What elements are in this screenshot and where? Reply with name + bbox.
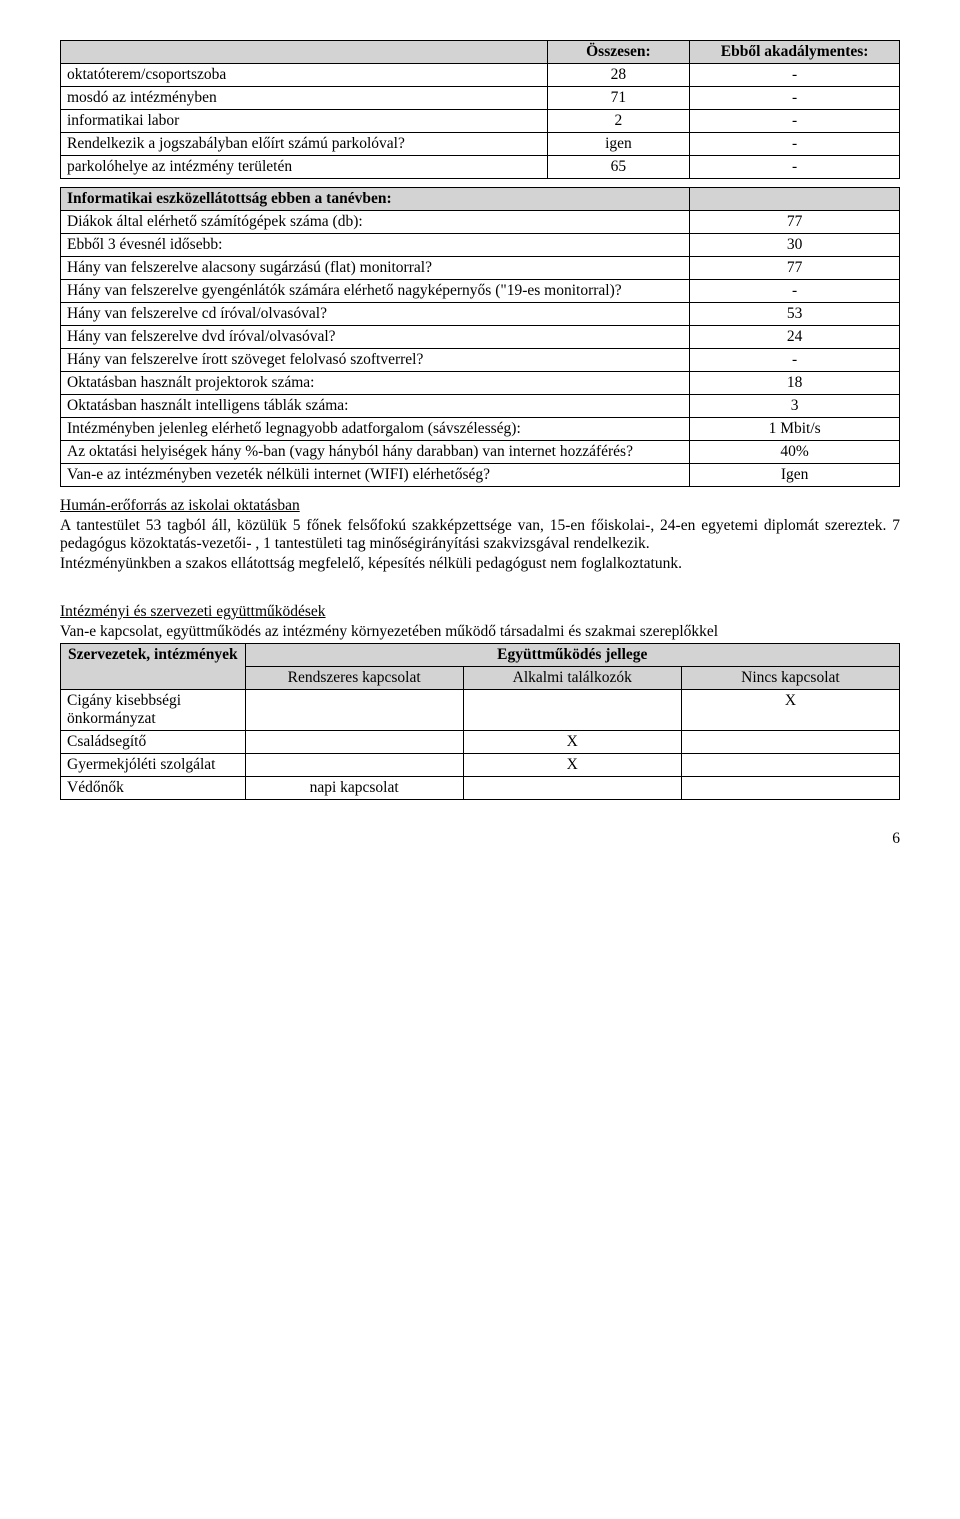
table-row: Gyermekjóléti szolgálat X <box>61 754 900 777</box>
table-row: parkolóhelye az intézmény területén65- <box>61 156 900 179</box>
table-row: Hány van felszerelve írott szöveget felo… <box>61 349 900 372</box>
row-label: Az oktatási helyiségek hány %-ban (vagy … <box>61 441 690 464</box>
table-row: Van-e az intézményben vezeték nélküli in… <box>61 464 900 487</box>
hr-section-title: Humán-erőforrás az iskolai oktatásban <box>60 497 900 515</box>
table2-header-blank <box>690 188 900 211</box>
table-row: Hány van felszerelve gyengénlátók számár… <box>61 280 900 303</box>
row-label: parkolóhelye az intézmény területén <box>61 156 548 179</box>
row-label: Hány van felszerelve írott szöveget felo… <box>61 349 690 372</box>
table-row: informatikai labor2- <box>61 110 900 133</box>
table-row: Oktatásban használt projektorok száma:18 <box>61 372 900 395</box>
row-val: 77 <box>690 257 900 280</box>
row-val1: 2 <box>547 110 690 133</box>
coop-cell: napi kapcsolat <box>245 777 463 800</box>
coop-cell: X <box>681 690 899 731</box>
row-val2: - <box>690 110 900 133</box>
coop-sub-none: Nincs kapcsolat <box>681 667 899 690</box>
row-label: Ebből 3 évesnél idősebb: <box>61 234 690 257</box>
table-row: Hány van felszerelve cd íróval/olvasóval… <box>61 303 900 326</box>
table-row: Diákok által elérhető számítógépek száma… <box>61 211 900 234</box>
coop-sub-occasional: Alkalmi találkozók <box>463 667 681 690</box>
coop-cell <box>463 690 681 731</box>
row-val: 40% <box>690 441 900 464</box>
row-val1: igen <box>547 133 690 156</box>
cooperation-table: Szervezetek, intézmények Együttműködés j… <box>60 643 900 800</box>
row-val: - <box>690 280 900 303</box>
row-label: Diákok által elérhető számítógépek száma… <box>61 211 690 234</box>
table-row: Rendelkezik a jogszabályban előírt számú… <box>61 133 900 156</box>
row-val1: 28 <box>547 64 690 87</box>
coop-org: Cigány kisebbségi önkormányzat <box>61 690 246 731</box>
row-val1: 71 <box>547 87 690 110</box>
coop-cell <box>681 754 899 777</box>
coop-org: Gyermekjóléti szolgálat <box>61 754 246 777</box>
row-val: - <box>690 349 900 372</box>
table-row: Hány van felszerelve dvd íróval/olvasóva… <box>61 326 900 349</box>
row-label: Hány van felszerelve cd íróval/olvasóval… <box>61 303 690 326</box>
cooperation-intro: Van-e kapcsolat, együttműködés az intézm… <box>60 623 900 641</box>
coop-cell <box>245 754 463 777</box>
hr-paragraph-1: A tantestület 53 tagból áll, közülük 5 f… <box>60 517 900 553</box>
row-label: informatikai labor <box>61 110 548 133</box>
row-label: Hány van felszerelve alacsony sugárzású … <box>61 257 690 280</box>
row-val2: - <box>690 133 900 156</box>
hr-paragraph-2: Intézményünkben a szakos ellátottság meg… <box>60 555 900 573</box>
row-label: Rendelkezik a jogszabályban előírt számú… <box>61 133 548 156</box>
coop-cell <box>245 690 463 731</box>
row-label: Oktatásban használt intelligens táblák s… <box>61 395 690 418</box>
header-accessible: Ebből akadálymentes: <box>690 41 900 64</box>
header-empty <box>61 41 548 64</box>
table-row: Oktatásban használt intelligens táblák s… <box>61 395 900 418</box>
table-row: Intézményben jelenleg elérhető legnagyob… <box>61 418 900 441</box>
table-row: Ebből 3 évesnél idősebb:30 <box>61 234 900 257</box>
it-equipment-table: Informatikai eszközellátottság ebben a t… <box>60 187 900 487</box>
coop-cell <box>681 731 899 754</box>
row-label: Oktatásban használt projektorok száma: <box>61 372 690 395</box>
row-label: mosdó az intézményben <box>61 87 548 110</box>
coop-cell <box>245 731 463 754</box>
table-row: Hány van felszerelve alacsony sugárzású … <box>61 257 900 280</box>
cooperation-section-title: Intézményi és szervezeti együttműködések <box>60 603 900 621</box>
row-label: Hány van felszerelve dvd íróval/olvasóva… <box>61 326 690 349</box>
header-total: Összesen: <box>547 41 690 64</box>
row-val: 30 <box>690 234 900 257</box>
row-val2: - <box>690 64 900 87</box>
coop-cell <box>681 777 899 800</box>
coop-cell: X <box>463 754 681 777</box>
coop-sub-regular: Rendszeres kapcsolat <box>245 667 463 690</box>
table-row: Cigány kisebbségi önkormányzat X <box>61 690 900 731</box>
row-val2: - <box>690 156 900 179</box>
table-row: Családsegítő X <box>61 731 900 754</box>
table-row: Az oktatási helyiségek hány %-ban (vagy … <box>61 441 900 464</box>
facilities-table: Összesen: Ebből akadálymentes: oktatóter… <box>60 40 900 179</box>
coop-org: Családsegítő <box>61 731 246 754</box>
page-number: 6 <box>60 830 900 848</box>
coop-org: Védőnők <box>61 777 246 800</box>
coop-cell: X <box>463 731 681 754</box>
coop-header-type: Együttműködés jellege <box>245 644 899 667</box>
coop-cell <box>463 777 681 800</box>
table-row: Védőnők napi kapcsolat <box>61 777 900 800</box>
table-row: mosdó az intézményben71- <box>61 87 900 110</box>
row-val: Igen <box>690 464 900 487</box>
row-val: 3 <box>690 395 900 418</box>
table-row: oktatóterem/csoportszoba28- <box>61 64 900 87</box>
row-label: Van-e az intézményben vezeték nélküli in… <box>61 464 690 487</box>
row-val1: 65 <box>547 156 690 179</box>
table2-header: Informatikai eszközellátottság ebben a t… <box>61 188 690 211</box>
row-val: 18 <box>690 372 900 395</box>
row-label: Hány van felszerelve gyengénlátók számár… <box>61 280 690 303</box>
row-label: Intézményben jelenleg elérhető legnagyob… <box>61 418 690 441</box>
row-val: 77 <box>690 211 900 234</box>
coop-header-org: Szervezetek, intézmények <box>61 644 246 690</box>
row-val: 24 <box>690 326 900 349</box>
row-label: oktatóterem/csoportszoba <box>61 64 548 87</box>
row-val: 53 <box>690 303 900 326</box>
row-val2: - <box>690 87 900 110</box>
row-val: 1 Mbit/s <box>690 418 900 441</box>
